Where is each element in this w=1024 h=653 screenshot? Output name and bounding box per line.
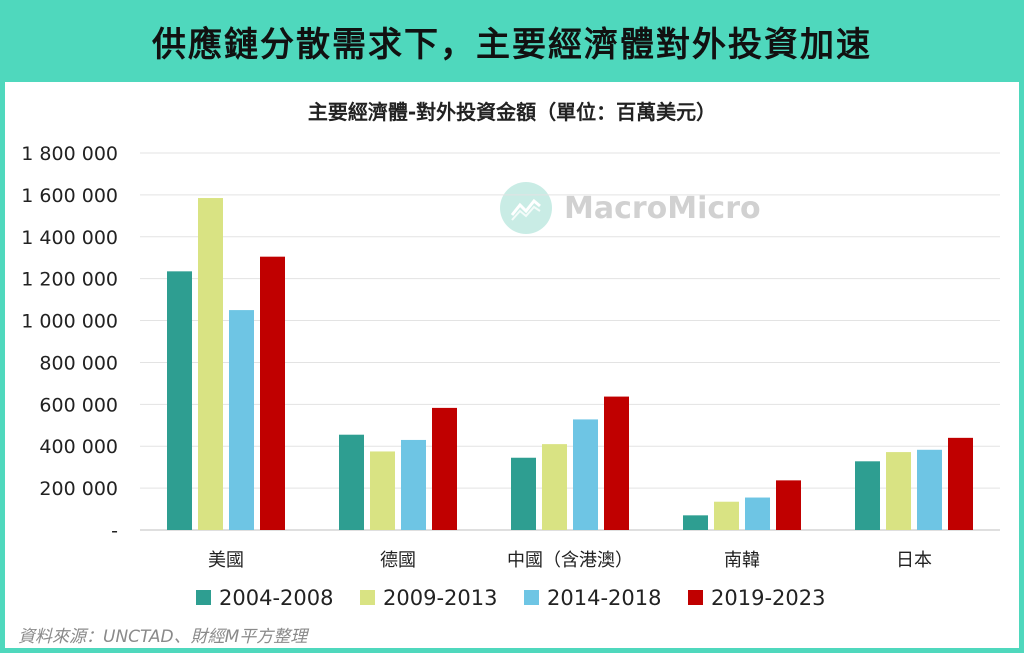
watermark-text: MacroMicro — [564, 190, 761, 226]
bar — [917, 449, 942, 530]
y-tick-label: 1 800 000 — [21, 143, 118, 165]
bar — [714, 501, 739, 530]
bar — [573, 419, 598, 530]
bar — [198, 198, 223, 530]
y-tick-label: 1 200 000 — [21, 269, 118, 291]
legend-swatch — [524, 590, 539, 605]
y-tick-label: 400 000 — [39, 436, 118, 458]
macromicro-logo-icon — [500, 182, 552, 234]
bar — [886, 452, 911, 530]
bar — [260, 256, 285, 530]
bar — [229, 310, 254, 530]
y-tick-label: 200 000 — [39, 478, 118, 500]
bar — [948, 437, 973, 530]
y-tick-label: 1 600 000 — [21, 185, 118, 207]
x-tick-label: 日本 — [896, 550, 932, 571]
chart-title: 主要經濟體-對外投資金額（單位：百萬美元） — [308, 100, 716, 124]
y-tick-label: 1 400 000 — [21, 227, 118, 249]
legend: 2004-2008 2009-2013 2014-2018 2019-2023 — [196, 586, 825, 610]
bar — [511, 457, 536, 530]
bar — [339, 434, 364, 530]
y-tick-label: 1 000 000 — [21, 311, 118, 333]
bar — [167, 271, 192, 530]
y-tick-label: 800 000 — [39, 352, 118, 374]
bar — [776, 480, 801, 530]
bar — [683, 515, 708, 530]
x-tick-label: 南韓 — [724, 550, 760, 571]
bar — [542, 444, 567, 530]
y-axis: - 200 000 400 000 600 000 800 000 1 000 000 1 … — [21, 143, 118, 542]
legend-label: 2004-2008 — [219, 586, 333, 610]
bars — [167, 198, 973, 530]
legend-swatch — [360, 590, 375, 605]
bar — [745, 497, 770, 530]
x-tick-label: 中國（含港澳） — [507, 550, 633, 571]
bar — [370, 451, 395, 530]
legend-label: 2014-2018 — [547, 586, 661, 610]
x-axis: 美國 德國 中國（含港澳） 南韓 日本 — [208, 550, 932, 571]
watermark: MacroMicro — [500, 182, 761, 234]
bar — [401, 439, 426, 530]
y-tick-label: - — [111, 520, 118, 542]
legend-label: 2009-2013 — [383, 586, 497, 610]
legend-swatch — [196, 590, 211, 605]
x-tick-label: 美國 — [208, 550, 244, 571]
legend-label: 2019-2023 — [711, 586, 825, 610]
source-note: 資料來源：UNCTAD、財經M平方整理 — [18, 627, 308, 647]
y-tick-label: 600 000 — [39, 394, 118, 416]
title-banner: 供應鏈分散需求下，主要經濟體對外投資加速 — [0, 0, 1024, 82]
bar — [855, 461, 880, 530]
bar-chart: 主要經濟體-對外投資金額（單位：百萬美元） - 200 000 400 000 600… — [21, 100, 1000, 610]
bar — [604, 396, 629, 530]
legend-swatch — [688, 590, 703, 605]
page-title: 供應鏈分散需求下，主要經濟體對外投資加速 — [152, 24, 872, 65]
bar — [432, 407, 457, 530]
x-tick-label: 德國 — [380, 550, 416, 571]
